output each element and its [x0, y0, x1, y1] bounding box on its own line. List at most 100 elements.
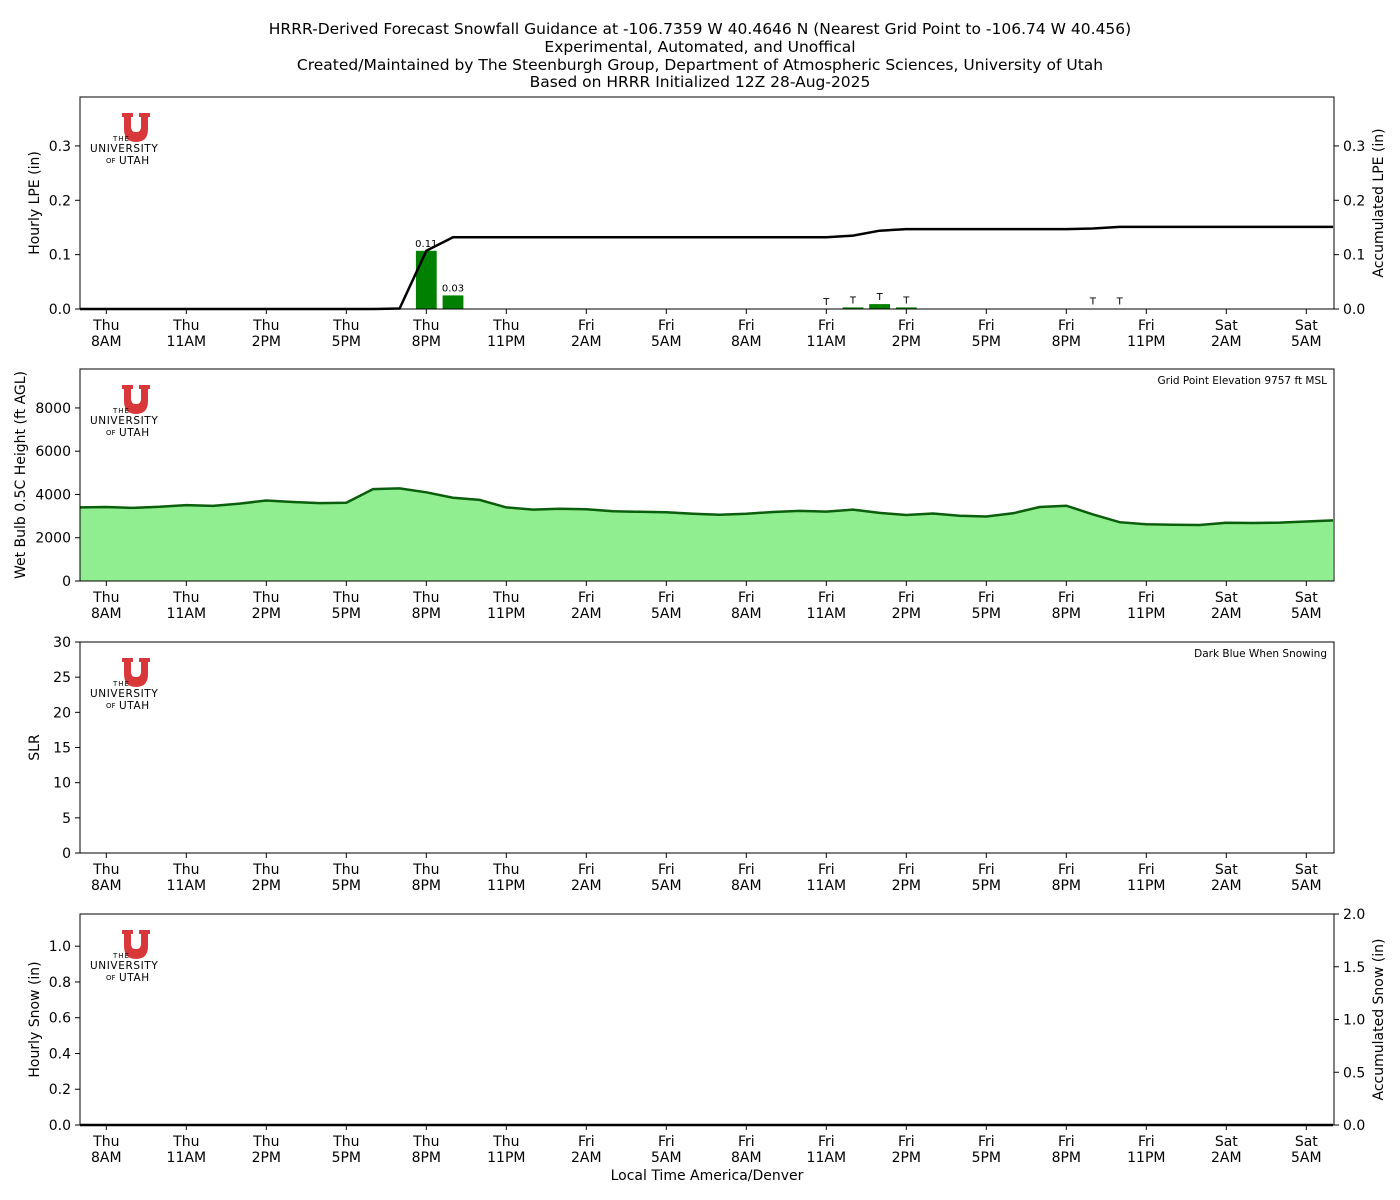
x-tick-time: 2AM: [1211, 334, 1242, 350]
x-tick-day: Thu: [252, 318, 279, 334]
logo-text-the: THE: [112, 952, 130, 960]
logo-text-of: OF: [106, 429, 116, 437]
x-tick-time: 8PM: [1052, 878, 1081, 894]
x-tick-time: 8PM: [412, 334, 441, 350]
x-tick-day: Fri: [898, 318, 915, 334]
logo-text-of: OF: [106, 974, 116, 982]
x-tick-time: 8PM: [1052, 606, 1081, 622]
x-tick-day: Fri: [1058, 862, 1075, 878]
x-tick-time: 2PM: [892, 1150, 921, 1166]
bar-value-label: T: [822, 297, 830, 308]
x-tick-day: Thu: [412, 318, 439, 334]
x-tick-day: Fri: [1138, 318, 1155, 334]
x-tick-day: Thu: [92, 862, 119, 878]
y-right-tick-label: 0.0: [1343, 1118, 1365, 1134]
x-tick-time: 2AM: [1211, 606, 1242, 622]
x-tick-day: Fri: [978, 318, 995, 334]
panel-4: 0.00.20.40.60.81.00.00.51.01.52.0Thu8AMT…: [27, 907, 1387, 1166]
bar-value-label: T: [849, 295, 857, 306]
x-tick-day: Fri: [738, 590, 755, 606]
hourly-bar: [442, 295, 464, 309]
x-tick-time: 2AM: [1211, 1150, 1242, 1166]
x-tick-time: 8AM: [731, 334, 762, 350]
x-tick-time: 5AM: [1291, 334, 1322, 350]
y-tick-label: 0.3: [49, 139, 71, 155]
x-tick-time: 5PM: [972, 1150, 1001, 1166]
x-tick-day: Fri: [578, 590, 595, 606]
x-tick-time: 2PM: [252, 1150, 281, 1166]
y-right-tick-label: 0.0: [1343, 302, 1365, 318]
y-tick-label: 30: [53, 635, 71, 651]
hourly-bar: [415, 250, 437, 309]
y-right-axis-label: Accumulated Snow (in): [1371, 939, 1387, 1101]
x-tick-time: 5AM: [1291, 878, 1322, 894]
x-tick-time: 11AM: [167, 606, 206, 622]
x-tick-time: 2PM: [892, 334, 921, 350]
x-tick-time: 2PM: [892, 606, 921, 622]
y-tick-label: 20: [53, 705, 71, 721]
x-tick-day: Thu: [412, 1134, 439, 1150]
x-tick-day: Fri: [818, 1134, 835, 1150]
x-tick-day: Fri: [1058, 1134, 1075, 1150]
title-line-2: Experimental, Automated, and Unoffical: [544, 37, 856, 56]
x-tick-day: Sat: [1295, 1134, 1318, 1150]
x-tick-day: Fri: [898, 862, 915, 878]
x-tick-day: Fri: [818, 590, 835, 606]
x-tick-day: Fri: [578, 862, 595, 878]
logo-text-university: UNIVERSITY: [90, 688, 158, 700]
x-tick-day: Thu: [172, 1134, 199, 1150]
y-right-tick-label: 0.5: [1343, 1065, 1365, 1081]
x-tick-day: Fri: [738, 1134, 755, 1150]
x-tick-time: 8PM: [412, 606, 441, 622]
x-tick-day: Fri: [898, 590, 915, 606]
x-tick-time: 8PM: [1052, 334, 1081, 350]
x-tick-time: 11PM: [487, 878, 525, 894]
x-tick-day: Sat: [1295, 318, 1318, 334]
title-line-3: Created/Maintained by The Steenburgh Gro…: [296, 55, 1104, 74]
y-tick-label: 0.2: [49, 1082, 71, 1098]
x-tick-day: Sat: [1215, 318, 1238, 334]
panel-frame: [79, 913, 1335, 1126]
panel-frame: [79, 641, 1335, 854]
x-tick-time: 5PM: [332, 334, 361, 350]
x-tick-day: Thu: [92, 1134, 119, 1150]
panel-annotation: Grid Point Elevation 9757 ft MSL: [1158, 375, 1328, 387]
bar-value-label: 0.11: [415, 239, 437, 250]
x-tick-time: 5PM: [972, 878, 1001, 894]
logo-text-utah: UTAH: [119, 155, 150, 167]
x-tick-time: 5PM: [972, 606, 1001, 622]
bar-value-label: 0.03: [442, 283, 464, 294]
x-tick-time: 8AM: [731, 1150, 762, 1166]
accumulated-line: [80, 225, 1333, 311]
x-tick-day: Fri: [978, 590, 995, 606]
x-tick-time: 11AM: [167, 1150, 206, 1166]
y-right-tick-label: 0.2: [1343, 193, 1365, 209]
x-tick-time: 11PM: [487, 334, 525, 350]
logo-u-shape: [122, 385, 150, 414]
x-tick-day: Fri: [578, 1134, 595, 1150]
x-tick-time: 2PM: [252, 334, 281, 350]
x-tick-time: 8AM: [731, 606, 762, 622]
y-right-tick-label: 1.0: [1343, 1013, 1365, 1029]
logo-text-university: UNIVERSITY: [90, 960, 158, 972]
x-tick-time: 5AM: [651, 334, 682, 350]
x-tick-day: Fri: [898, 1134, 915, 1150]
logo-text-utah: UTAH: [119, 972, 150, 984]
x-tick-time: 2AM: [571, 878, 602, 894]
title-line-4: Based on HRRR Initialized 12Z 28-Aug-202…: [529, 73, 871, 92]
x-tick-day: Thu: [332, 590, 359, 606]
logo-text-utah: UTAH: [119, 700, 150, 712]
y-tick-label: 8000: [35, 401, 71, 417]
x-tick-time: 2PM: [252, 606, 281, 622]
hourly-bar: [842, 307, 864, 309]
x-tick-time: 5AM: [1291, 1150, 1322, 1166]
x-tick-day: Thu: [172, 318, 199, 334]
x-tick-day: Thu: [92, 590, 119, 606]
y-tick-label: 0.1: [49, 248, 71, 264]
x-tick-day: Fri: [658, 318, 675, 334]
y-right-tick-label: 0.1: [1343, 248, 1365, 264]
hourly-bar: [869, 304, 890, 309]
x-tick-time: 8AM: [91, 1150, 122, 1166]
